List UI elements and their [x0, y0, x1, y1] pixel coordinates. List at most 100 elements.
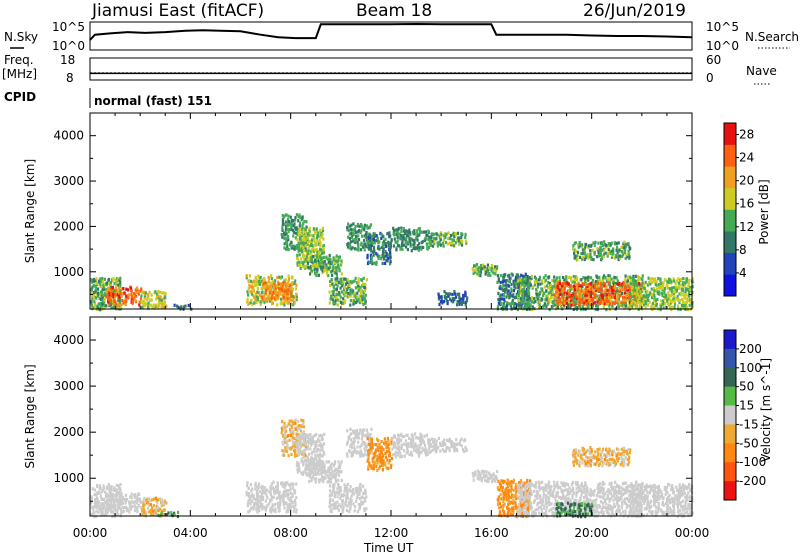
range-cell: [291, 281, 295, 285]
range-cell: [680, 303, 683, 307]
range-cell: [285, 289, 288, 293]
range-cell: [342, 505, 345, 509]
range-cell: [300, 445, 303, 449]
range-cell: [307, 266, 310, 270]
range-cell: [339, 463, 342, 467]
range-cell: [304, 229, 308, 233]
range-cell: [431, 244, 435, 248]
range-cell: [291, 486, 295, 490]
range-cell: [118, 278, 121, 282]
range-cell: [340, 259, 343, 263]
range-cell: [609, 285, 612, 289]
range-cell: [663, 291, 666, 295]
range-cell: [457, 236, 460, 240]
range-cell: [574, 304, 577, 308]
range-cell: [629, 298, 632, 302]
range-cell: [592, 241, 595, 245]
range-cell: [626, 255, 629, 259]
range-cell: [520, 296, 523, 300]
range-cell: [381, 249, 385, 253]
range-cell: [635, 279, 638, 283]
range-cell: [524, 283, 527, 287]
range-cell: [575, 276, 579, 280]
range-cell: [303, 449, 306, 453]
range-cell: [587, 296, 590, 300]
range-cell: [386, 436, 389, 441]
range-cell: [356, 435, 359, 439]
range-cell: [663, 297, 666, 301]
range-cell: [148, 497, 151, 501]
range-cell: [294, 449, 297, 453]
range-cell: [494, 272, 497, 276]
range-cell: [346, 494, 349, 498]
range-cell: [328, 465, 331, 470]
range-cell: [634, 274, 637, 278]
range-cell: [477, 273, 481, 277]
range-cell: [433, 439, 436, 444]
range-cell: [312, 458, 315, 462]
range-cell: [386, 232, 389, 236]
range-cell: [433, 447, 436, 451]
range-cell: [649, 291, 652, 295]
range-cell: [319, 460, 322, 464]
range-cell: [445, 299, 448, 303]
range-cell: [518, 285, 521, 289]
range-cell: [313, 457, 316, 461]
range-cell: [510, 496, 513, 500]
range-cell: [514, 485, 517, 489]
range-cell: [435, 448, 438, 452]
range-cell: [320, 472, 323, 476]
range-cell: [124, 302, 127, 307]
range-cell: [334, 301, 337, 305]
range-cell: [373, 249, 376, 253]
range-cell: [458, 241, 461, 245]
range-cell: [455, 438, 458, 442]
range-cell: [408, 228, 411, 232]
range-cell: [134, 493, 137, 497]
range-cell: [402, 227, 405, 231]
range-cell: [605, 299, 609, 303]
range-cell: [344, 282, 348, 286]
range-cell: [684, 277, 687, 281]
range-cell: [524, 276, 528, 280]
range-cell: [510, 289, 513, 293]
range-cell: [297, 215, 300, 219]
range-cell: [322, 250, 325, 254]
range-cell: [284, 230, 287, 234]
range-cell: [464, 294, 467, 298]
range-cell: [95, 281, 98, 285]
range-cell: [330, 503, 333, 507]
range-cell: [293, 222, 296, 226]
range-cell: [308, 229, 311, 233]
range-cell: [333, 472, 336, 476]
range-cell: [393, 237, 396, 241]
range-cell: [406, 433, 409, 437]
range-cell: [396, 446, 399, 450]
range-cell: [632, 294, 635, 298]
range-cell: [291, 493, 294, 497]
range-cell: [101, 276, 104, 281]
range-cell: [300, 460, 303, 464]
range-cell: [459, 241, 462, 245]
range-cell: [117, 298, 120, 302]
range-cell: [300, 457, 303, 461]
range-cell: [349, 438, 353, 442]
range-cell: [286, 503, 290, 507]
range-cell: [109, 285, 112, 289]
range-cell: [574, 249, 577, 253]
range-cell: [369, 223, 373, 227]
range-cell: [294, 503, 297, 507]
range-cell: [598, 286, 601, 290]
range-cell: [296, 468, 299, 472]
range-cell: [118, 490, 121, 495]
range-cell: [316, 252, 319, 256]
range-cell: [437, 446, 440, 450]
range-cell: [265, 284, 268, 288]
range-cell: [508, 295, 511, 299]
range-cell: [589, 282, 592, 286]
range-cell: [660, 299, 663, 303]
range-cell: [138, 492, 141, 496]
range-cell: [589, 294, 593, 298]
range-cell: [615, 276, 618, 280]
range-cell: [141, 513, 144, 517]
